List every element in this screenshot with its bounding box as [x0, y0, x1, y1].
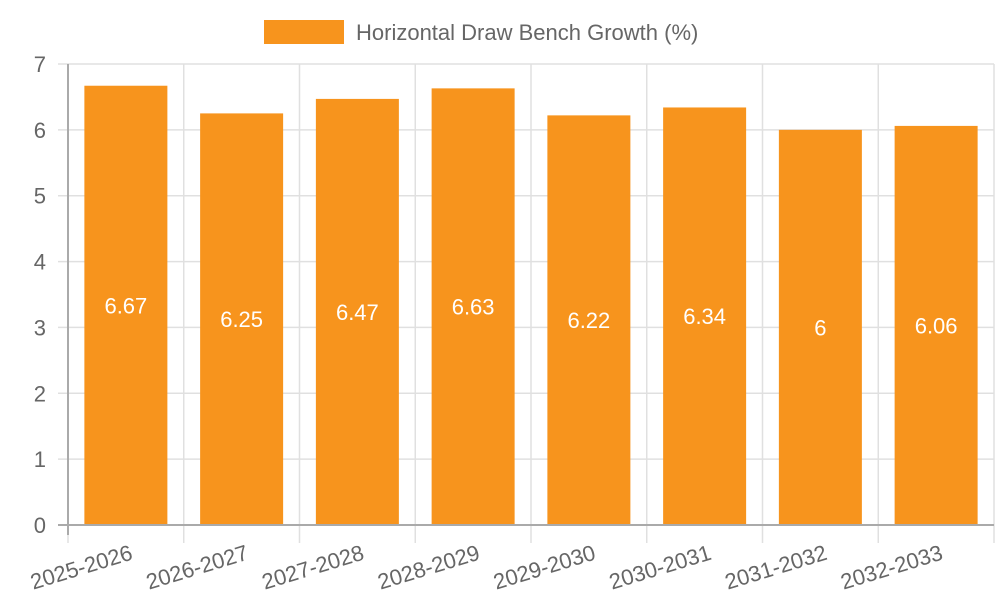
bar[interactable] [431, 88, 515, 526]
bar-value-label: 6.47 [336, 300, 379, 325]
bar[interactable] [663, 107, 747, 526]
x-tick-label: 2028-2029 [375, 540, 483, 595]
legend[interactable]: Horizontal Draw Bench Growth (%) [264, 20, 698, 45]
bar[interactable] [547, 115, 631, 526]
x-axis-labels: 2025-2026 2026-2027 2027-2028 2028-2029 2029… [27, 540, 945, 595]
bar[interactable] [778, 129, 862, 525]
x-tick-label: 2031-2032 [722, 540, 830, 595]
bars: 6.67 6.25 6.47 6.63 6.22 6.34 6 6.06 [84, 85, 978, 526]
bar[interactable] [200, 113, 284, 526]
bar-value-label: 6.67 [104, 293, 147, 318]
axes [58, 64, 994, 535]
bar-value-label: 6.06 [915, 313, 958, 338]
x-tick-label: 2030-2031 [606, 540, 714, 595]
legend-swatch [264, 20, 344, 44]
y-tick-label: 7 [34, 52, 46, 77]
x-tick-label: 2027-2028 [259, 540, 367, 595]
y-tick-label: 0 [34, 513, 46, 538]
bar-value-label: 6.34 [683, 304, 726, 329]
x-tick-label: 2026-2027 [143, 540, 251, 595]
x-tick-label: 2032-2033 [838, 540, 946, 595]
bar[interactable] [84, 85, 168, 526]
y-tick-label: 1 [34, 447, 46, 472]
bar-value-label: 6.22 [567, 308, 610, 333]
y-tick-label: 3 [34, 315, 46, 340]
legend-label: Horizontal Draw Bench Growth (%) [356, 20, 698, 45]
y-tick-label: 2 [34, 381, 46, 406]
y-tick-label: 5 [34, 184, 46, 209]
bar[interactable] [315, 98, 399, 525]
y-tick-label: 4 [34, 250, 46, 275]
bar-value-label: 6.63 [452, 295, 495, 320]
y-tick-label: 6 [34, 118, 46, 143]
bar[interactable] [894, 125, 978, 526]
bar-value-label: 6 [814, 315, 826, 340]
x-tick-label: 2025-2026 [27, 540, 135, 595]
y-axis-labels: 0 1 2 3 4 5 6 7 [34, 52, 46, 538]
bar-value-label: 6.25 [220, 307, 263, 332]
x-tick-label: 2029-2030 [490, 540, 598, 595]
